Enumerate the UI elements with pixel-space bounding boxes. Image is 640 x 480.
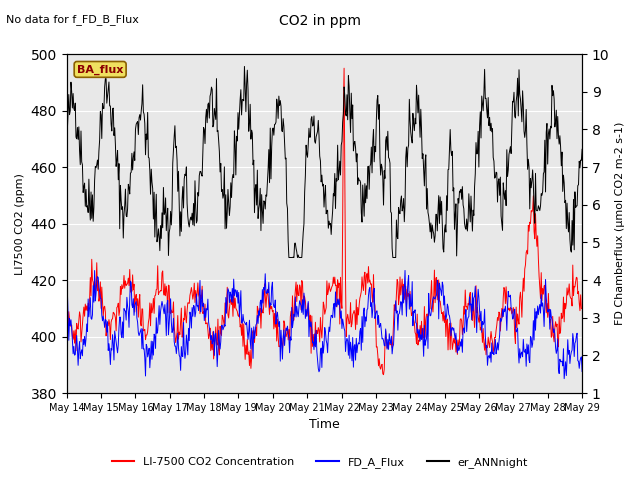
Text: No data for f_FD_B_Flux: No data for f_FD_B_Flux xyxy=(6,14,140,25)
Y-axis label: LI7500 CO2 (ppm): LI7500 CO2 (ppm) xyxy=(15,173,25,275)
Text: CO2 in ppm: CO2 in ppm xyxy=(279,14,361,28)
Legend: LI-7500 CO2 Concentration, FD_A_Flux, er_ANNnight: LI-7500 CO2 Concentration, FD_A_Flux, er… xyxy=(108,452,532,472)
X-axis label: Time: Time xyxy=(309,419,340,432)
Y-axis label: FD Chamberflux (μmol CO2 m-2 s-1): FD Chamberflux (μmol CO2 m-2 s-1) xyxy=(615,122,625,325)
Text: BA_flux: BA_flux xyxy=(77,64,124,74)
